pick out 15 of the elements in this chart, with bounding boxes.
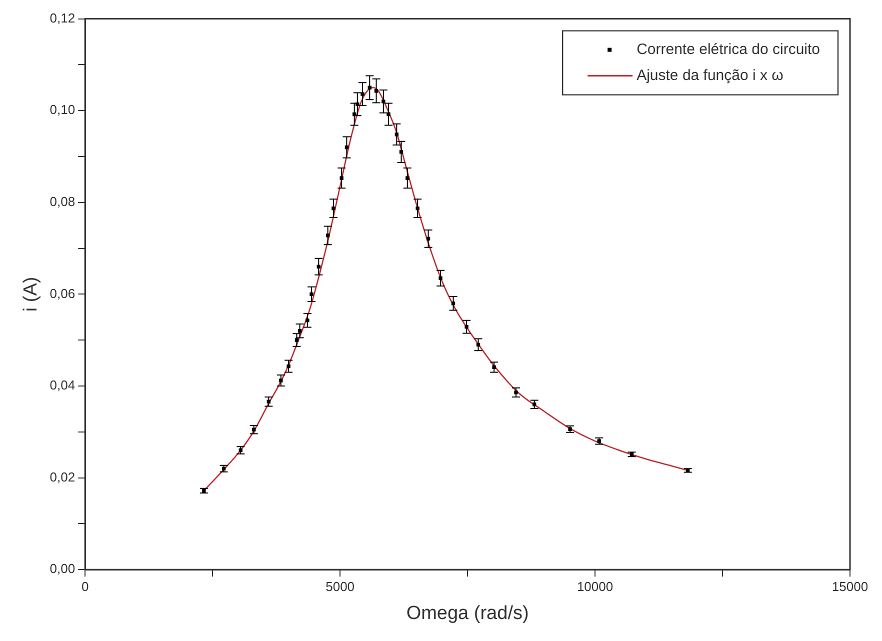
x-tick-label: 10000 <box>576 578 614 594</box>
x-axis-title: Omega (rad/s) <box>406 602 529 624</box>
y-tick-label: 0,08 <box>50 194 76 209</box>
legend-label: Ajuste da função i x ω <box>636 66 784 84</box>
y-tick-label: 0,12 <box>50 10 76 26</box>
x-tick-label: 5000 <box>326 578 355 594</box>
y-tick-label: 0,10 <box>50 102 76 118</box>
x-tick-label: 15000 <box>832 578 868 594</box>
x-tick-label: 0 <box>81 578 89 594</box>
y-tick-label: 0,02 <box>50 469 76 484</box>
y-tick-label: 0,06 <box>50 286 76 301</box>
y-axis-title: i (A) <box>20 276 42 312</box>
y-tick-label: 0,04 <box>50 378 76 393</box>
legend-label: Corrente elétrica do circuito <box>636 40 820 58</box>
y-tick-label: 0,00 <box>50 561 76 576</box>
